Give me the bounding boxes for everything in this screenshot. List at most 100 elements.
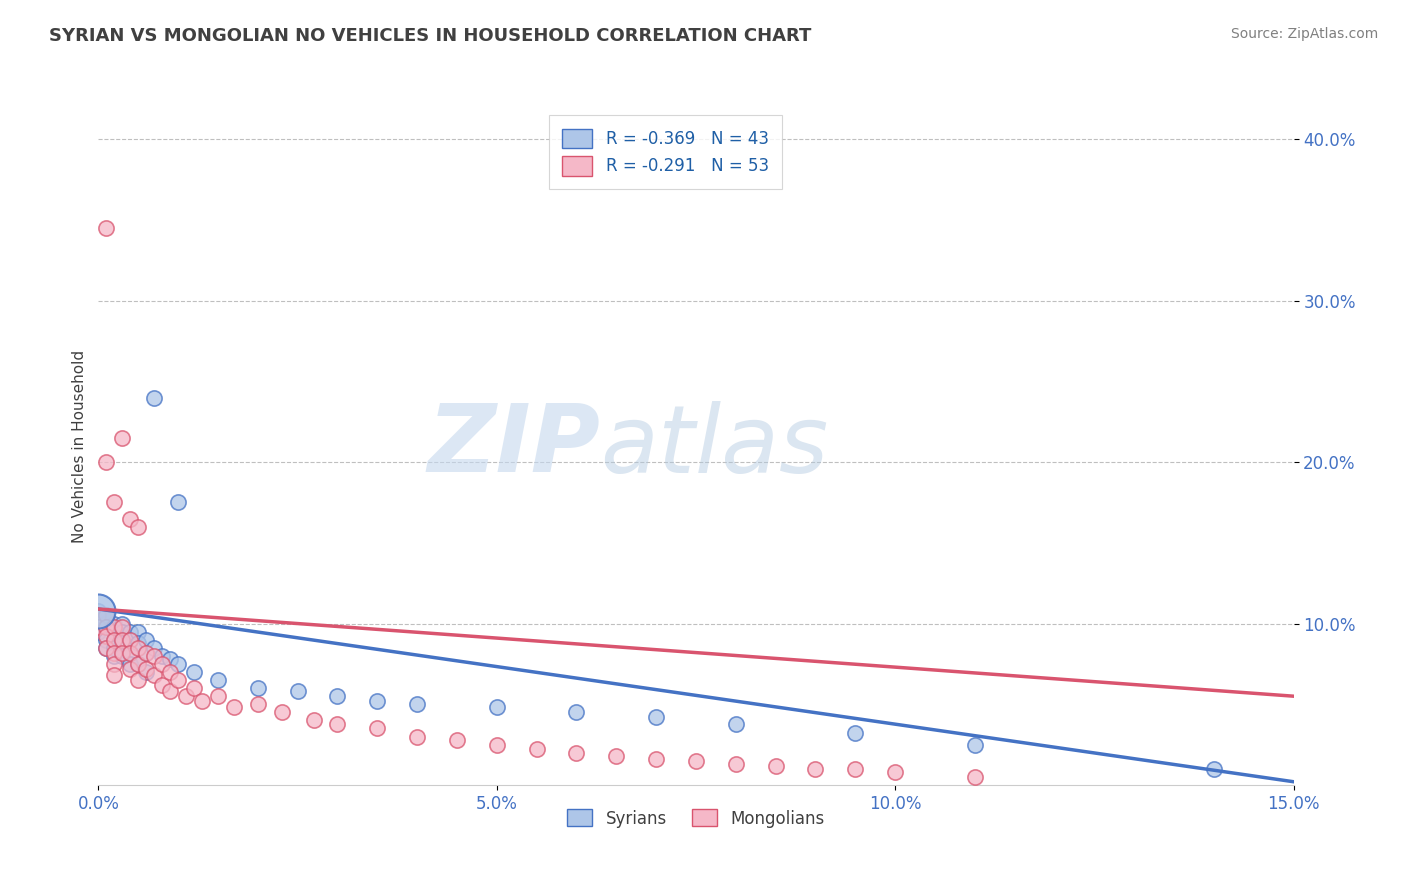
Point: [96, 630, 118, 644]
Point: [159, 665, 181, 679]
Point: [120, 646, 142, 660]
Point: [111, 648, 134, 663]
Point: [111, 636, 134, 650]
Point: [103, 495, 125, 509]
Point: [159, 684, 181, 698]
Text: ZIP: ZIP: [427, 400, 600, 492]
Point: [120, 646, 142, 660]
Point: [135, 632, 157, 647]
Point: [724, 756, 747, 771]
Point: [96, 455, 118, 469]
Point: [326, 689, 349, 703]
Point: [135, 665, 157, 679]
Point: [270, 706, 292, 720]
Point: [96, 620, 118, 634]
Point: [150, 657, 173, 671]
Point: [120, 662, 142, 676]
Point: [111, 632, 134, 647]
Point: [446, 732, 468, 747]
Point: [207, 673, 229, 687]
Point: [103, 657, 125, 671]
Point: [143, 668, 166, 682]
Point: [485, 738, 508, 752]
Point: [406, 698, 429, 712]
Point: [103, 632, 125, 647]
Point: [844, 726, 866, 740]
Point: [103, 620, 125, 634]
Point: [143, 648, 166, 663]
Point: [120, 632, 142, 647]
Point: [103, 646, 125, 660]
Point: [87, 604, 110, 618]
Point: [111, 620, 134, 634]
Point: [135, 662, 157, 676]
Point: [526, 742, 548, 756]
Point: [127, 673, 149, 687]
Point: [246, 698, 269, 712]
Point: [103, 616, 125, 631]
Point: [287, 684, 309, 698]
Point: [765, 758, 787, 772]
Point: [96, 608, 118, 623]
Point: [87, 604, 110, 618]
Point: [963, 770, 986, 784]
Point: [183, 665, 205, 679]
Point: [605, 748, 627, 763]
Point: [111, 616, 134, 631]
Point: [120, 657, 142, 671]
Point: [120, 511, 142, 525]
Point: [366, 694, 388, 708]
Point: [485, 700, 508, 714]
Point: [96, 640, 118, 655]
Point: [167, 657, 190, 671]
Point: [143, 640, 166, 655]
Point: [87, 624, 110, 639]
Point: [1202, 762, 1225, 776]
Point: [159, 652, 181, 666]
Point: [302, 714, 325, 728]
Point: [174, 689, 197, 703]
Point: [844, 762, 866, 776]
Point: [87, 620, 110, 634]
Point: [103, 632, 125, 647]
Point: [167, 495, 190, 509]
Point: [120, 632, 142, 647]
Point: [103, 624, 125, 639]
Point: [191, 694, 214, 708]
Text: Source: ZipAtlas.com: Source: ZipAtlas.com: [1230, 27, 1378, 41]
Point: [127, 657, 149, 671]
Point: [565, 706, 588, 720]
Point: [150, 678, 173, 692]
Y-axis label: No Vehicles in Household: No Vehicles in Household: [72, 350, 87, 542]
Point: [127, 624, 149, 639]
Point: [96, 221, 118, 235]
Point: [246, 681, 269, 695]
Point: [150, 648, 173, 663]
Point: [111, 431, 134, 445]
Point: [565, 746, 588, 760]
Point: [645, 710, 668, 724]
Point: [222, 700, 245, 714]
Point: [645, 752, 668, 766]
Point: [96, 608, 118, 623]
Point: [183, 681, 205, 695]
Point: [366, 722, 388, 736]
Point: [884, 765, 907, 780]
Point: [96, 632, 118, 647]
Point: [685, 754, 707, 768]
Point: [111, 646, 134, 660]
Legend: Syrians, Mongolians: Syrians, Mongolians: [561, 803, 831, 834]
Point: [167, 673, 190, 687]
Point: [804, 762, 827, 776]
Point: [103, 668, 125, 682]
Point: [207, 689, 229, 703]
Point: [326, 716, 349, 731]
Point: [127, 636, 149, 650]
Point: [127, 657, 149, 671]
Point: [724, 716, 747, 731]
Point: [120, 624, 142, 639]
Text: atlas: atlas: [600, 401, 828, 491]
Point: [406, 730, 429, 744]
Point: [103, 640, 125, 655]
Point: [96, 640, 118, 655]
